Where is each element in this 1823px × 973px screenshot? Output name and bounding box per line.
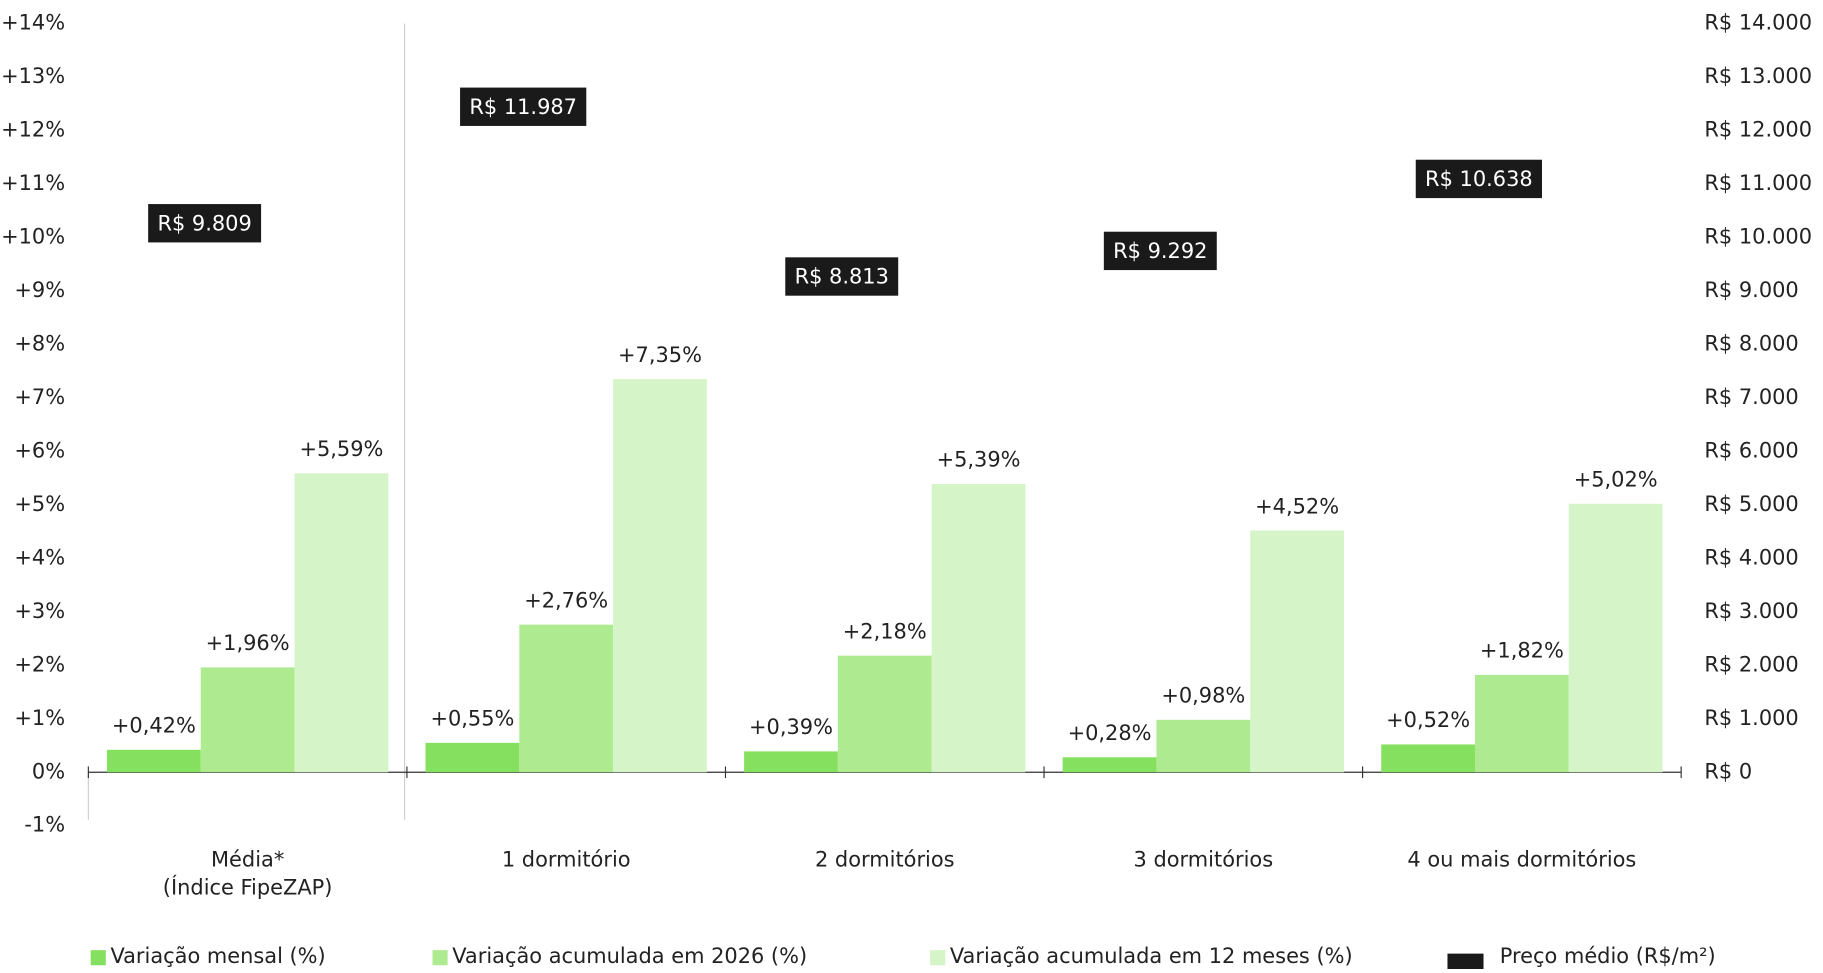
data-label: +0,55% xyxy=(430,707,514,731)
legend-swatch xyxy=(1447,953,1484,973)
price-marker: R$ 9.292 xyxy=(1103,231,1217,271)
price-label: R$ 11.987 xyxy=(469,95,577,119)
bar xyxy=(1568,503,1663,773)
y-tick-label: +8% xyxy=(14,331,65,355)
data-label: +1,82% xyxy=(1480,639,1564,663)
y2-tick-label: R$ 9.000 xyxy=(1704,278,1798,302)
legend-swatch xyxy=(930,950,946,966)
x-tick-label: 2 dormitórios xyxy=(814,847,955,873)
data-label: +5,39% xyxy=(937,448,1021,472)
data-label: +0,28% xyxy=(1068,721,1152,745)
data-label: +0,39% xyxy=(749,715,833,739)
y2-tick-label: R$ 13.000 xyxy=(1704,64,1812,88)
price-marker: R$ 8.813 xyxy=(785,257,899,296)
y-tick-label: -1% xyxy=(24,813,65,837)
y2-tick-label: R$ 1.000 xyxy=(1704,706,1798,730)
bar xyxy=(106,749,201,773)
bar xyxy=(1250,530,1344,773)
bar xyxy=(613,379,707,773)
data-label: +0,98% xyxy=(1161,684,1245,708)
data-label: +5,59% xyxy=(299,437,383,461)
price-marker: R$ 9.809 xyxy=(148,204,262,243)
price-marker: R$ 11.987 xyxy=(460,87,587,126)
bar xyxy=(294,473,389,773)
bar xyxy=(1381,744,1475,773)
bar xyxy=(200,667,295,773)
x-category: 3 dormitórios xyxy=(1133,847,1274,873)
y-tick-label: +5% xyxy=(14,492,65,516)
data-label: +7,35% xyxy=(618,343,702,367)
legend-label: Variação mensal (%) xyxy=(110,944,325,968)
y2-tick-label: R$ 3.000 xyxy=(1704,599,1798,623)
y2-tick-label: R$ 14.000 xyxy=(1704,11,1812,35)
y-tick-label: +3% xyxy=(14,599,65,623)
price-box xyxy=(785,257,899,296)
bar xyxy=(837,655,932,773)
price-box xyxy=(460,87,587,126)
legend-swatch xyxy=(90,950,106,966)
data-label: +4,52% xyxy=(1255,494,1339,518)
price-box xyxy=(148,204,262,243)
price-marker: R$ 10.638 xyxy=(1415,159,1542,199)
x-category: 4 ou mais dormitórios xyxy=(1407,847,1637,873)
bar xyxy=(425,742,520,773)
y-tick-label: +4% xyxy=(14,545,65,569)
y-tick-label: 0% xyxy=(32,759,65,783)
y2-tick-label: R$ 12.000 xyxy=(1704,117,1812,141)
bar xyxy=(1474,674,1569,773)
x-tick-label: Média* (Índice FipeZAP) xyxy=(162,847,333,901)
y-tick-label: +7% xyxy=(14,385,65,409)
price-label: R$ 10.638 xyxy=(1425,167,1533,191)
legend-label: Variação acumulada em 12 meses (%) xyxy=(950,944,1353,968)
x-category: 1 dormitório xyxy=(501,847,631,873)
data-label: +0,52% xyxy=(1386,708,1470,732)
x-tick-label: 4 ou mais dormitórios xyxy=(1407,847,1637,873)
y-tick-label: +1% xyxy=(14,706,65,730)
price-box xyxy=(1415,159,1542,199)
bar xyxy=(1062,757,1157,773)
bar xyxy=(931,483,1026,773)
legend-label: Preço médio (R$/m²) xyxy=(1500,944,1716,968)
x-tick-label: 3 dormitórios xyxy=(1133,847,1274,873)
y2-tick-label: R$ 0 xyxy=(1704,759,1752,783)
x-category: Média* (Índice FipeZAP) xyxy=(162,847,333,901)
data-label: +1,96% xyxy=(206,631,290,655)
y-tick-label: +6% xyxy=(14,438,65,462)
y-tick-label: +10% xyxy=(1,224,65,248)
legend-label: Variação acumulada em 2026 (%) xyxy=(452,944,807,968)
data-label: +5,02% xyxy=(1574,468,1658,492)
y2-tick-label: R$ 8.000 xyxy=(1704,331,1798,355)
y2-tick-label: R$ 6.000 xyxy=(1704,438,1798,462)
bar xyxy=(1156,719,1251,773)
x-tick-label: 1 dormitório xyxy=(501,847,631,873)
price-label: R$ 9.292 xyxy=(1113,239,1207,263)
price-label: R$ 8.813 xyxy=(795,265,889,289)
legend-swatch xyxy=(432,950,448,966)
price-label: R$ 9.809 xyxy=(157,211,251,235)
bar xyxy=(744,751,838,773)
y2-tick-label: R$ 4.000 xyxy=(1704,545,1798,569)
y-tick-label: +13% xyxy=(1,64,65,88)
data-label: +2,18% xyxy=(843,619,927,643)
price-box xyxy=(1103,231,1217,271)
x-category: 2 dormitórios xyxy=(814,847,955,873)
data-label: +2,76% xyxy=(524,588,608,612)
y2-tick-label: R$ 11.000 xyxy=(1704,171,1812,195)
y-tick-label: +2% xyxy=(14,652,65,676)
y2-tick-label: R$ 2.000 xyxy=(1704,652,1798,676)
y2-tick-label: R$ 10.000 xyxy=(1704,224,1812,248)
bar xyxy=(519,624,614,773)
data-label: +0,42% xyxy=(112,714,196,738)
y-tick-label: +9% xyxy=(14,278,65,302)
y-tick-label: +14% xyxy=(1,11,65,35)
y2-tick-label: R$ 5.000 xyxy=(1704,492,1798,516)
y-tick-label: +12% xyxy=(1,117,65,141)
y2-tick-label: R$ 7.000 xyxy=(1704,385,1798,409)
y-tick-label: +11% xyxy=(1,171,65,195)
